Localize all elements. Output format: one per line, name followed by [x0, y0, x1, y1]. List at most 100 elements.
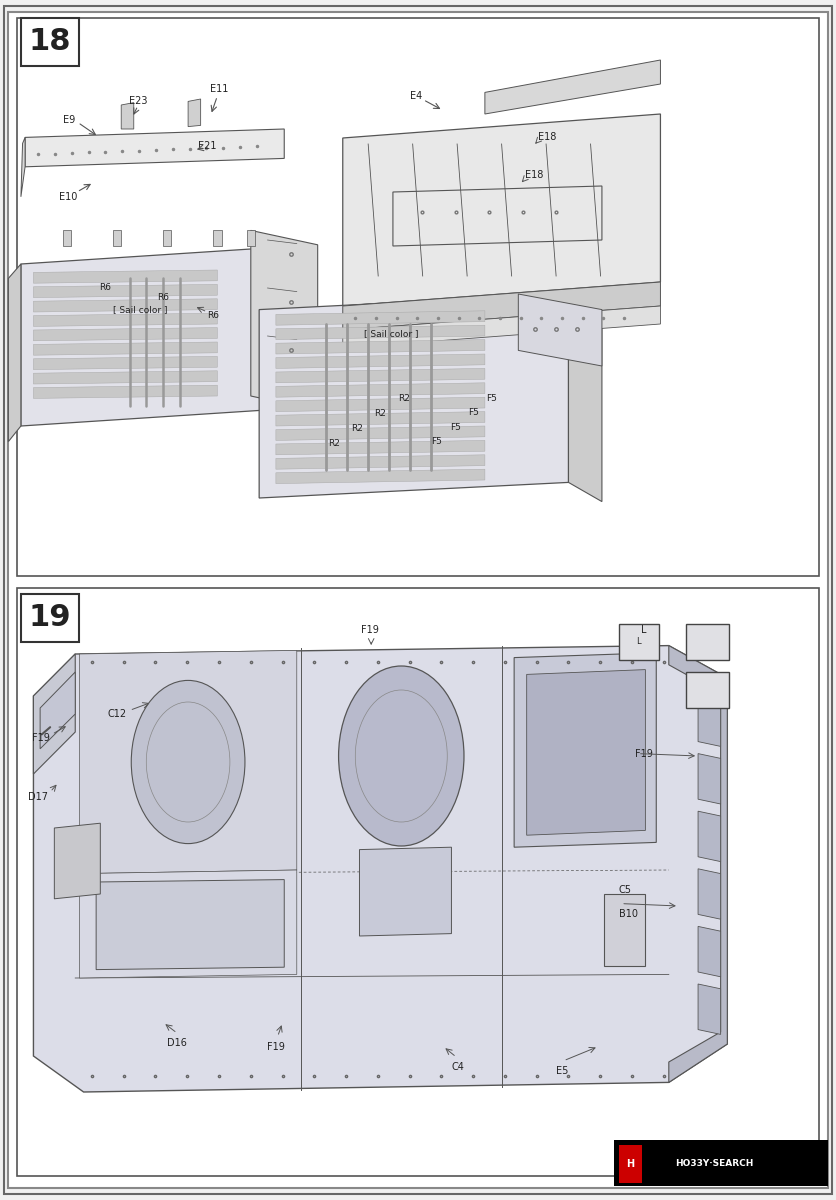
Text: C5: C5 [619, 886, 632, 895]
Text: R2: R2 [398, 394, 410, 403]
Text: R6: R6 [99, 283, 110, 293]
Polygon shape [113, 230, 121, 246]
Text: F5: F5 [487, 394, 497, 403]
FancyBboxPatch shape [614, 1140, 828, 1186]
Polygon shape [343, 114, 660, 306]
FancyBboxPatch shape [604, 894, 645, 966]
Text: F19: F19 [33, 733, 50, 743]
Text: E5: E5 [556, 1066, 568, 1075]
Text: E23: E23 [129, 96, 147, 106]
FancyBboxPatch shape [619, 624, 659, 660]
Text: C4: C4 [451, 1062, 465, 1072]
Text: F19: F19 [635, 749, 653, 758]
Text: [ Sail color ]: [ Sail color ] [113, 305, 167, 314]
Polygon shape [698, 754, 721, 804]
Text: F5: F5 [468, 408, 479, 418]
Text: E18: E18 [525, 170, 543, 180]
Text: 19: 19 [29, 604, 71, 632]
Text: F19: F19 [360, 625, 379, 635]
Polygon shape [343, 282, 660, 330]
FancyBboxPatch shape [17, 588, 819, 1176]
Polygon shape [359, 847, 451, 936]
Text: R2: R2 [375, 409, 386, 419]
Text: 18: 18 [29, 28, 71, 56]
Polygon shape [33, 342, 217, 355]
Polygon shape [698, 926, 721, 977]
Polygon shape [79, 870, 297, 978]
Polygon shape [276, 469, 485, 484]
Polygon shape [276, 455, 485, 469]
Circle shape [339, 666, 464, 846]
FancyBboxPatch shape [21, 594, 79, 642]
Polygon shape [33, 356, 217, 370]
Text: E4: E4 [410, 91, 422, 101]
Polygon shape [393, 186, 602, 246]
FancyBboxPatch shape [17, 18, 819, 576]
Text: F5: F5 [450, 422, 461, 432]
Polygon shape [21, 138, 25, 197]
Text: R2: R2 [351, 424, 363, 433]
Polygon shape [276, 325, 485, 340]
FancyBboxPatch shape [8, 12, 828, 1188]
Text: [ Sail color ]: [ Sail color ] [364, 329, 419, 338]
Polygon shape [276, 383, 485, 397]
Polygon shape [276, 354, 485, 368]
Text: E18: E18 [538, 132, 557, 142]
Text: R6: R6 [157, 293, 169, 302]
Polygon shape [40, 672, 75, 749]
Polygon shape [485, 60, 660, 114]
Polygon shape [96, 880, 284, 970]
Polygon shape [698, 811, 721, 862]
Polygon shape [163, 230, 171, 246]
Polygon shape [568, 294, 602, 502]
Polygon shape [33, 270, 217, 283]
Text: E21: E21 [198, 142, 217, 151]
Polygon shape [79, 650, 297, 874]
Text: C12: C12 [108, 709, 127, 719]
Polygon shape [259, 294, 568, 498]
Polygon shape [698, 696, 721, 746]
Polygon shape [527, 670, 645, 835]
Polygon shape [514, 653, 656, 847]
Polygon shape [33, 313, 217, 326]
Polygon shape [33, 371, 217, 384]
Polygon shape [518, 294, 602, 366]
Text: H: H [626, 1159, 635, 1169]
Text: D17: D17 [28, 792, 48, 802]
Text: L: L [641, 625, 646, 635]
Polygon shape [213, 230, 222, 246]
Polygon shape [33, 646, 727, 1092]
FancyBboxPatch shape [686, 624, 729, 660]
Circle shape [131, 680, 245, 844]
Polygon shape [33, 328, 217, 341]
Text: HO33Y·SEARCH: HO33Y·SEARCH [675, 1159, 754, 1169]
Polygon shape [276, 426, 485, 440]
Polygon shape [33, 385, 217, 398]
FancyBboxPatch shape [686, 672, 729, 708]
Polygon shape [8, 264, 21, 442]
Polygon shape [247, 230, 255, 246]
Text: E10: E10 [59, 192, 78, 202]
Text: B10: B10 [619, 910, 638, 919]
Polygon shape [698, 984, 721, 1034]
Polygon shape [343, 306, 660, 348]
Polygon shape [276, 368, 485, 383]
FancyBboxPatch shape [619, 1145, 642, 1183]
Text: F19: F19 [267, 1042, 285, 1051]
Text: D16: D16 [167, 1038, 187, 1048]
Polygon shape [276, 397, 485, 412]
Polygon shape [33, 654, 75, 774]
Polygon shape [54, 823, 100, 899]
Polygon shape [188, 98, 201, 127]
Text: R2: R2 [328, 439, 339, 449]
Text: L: L [636, 637, 641, 647]
Polygon shape [25, 128, 284, 167]
Text: F5: F5 [431, 437, 442, 446]
Polygon shape [276, 340, 485, 354]
Polygon shape [669, 646, 727, 1082]
Polygon shape [33, 299, 217, 312]
Polygon shape [121, 103, 134, 128]
Polygon shape [276, 412, 485, 426]
Polygon shape [698, 869, 721, 919]
Text: R6: R6 [207, 311, 219, 320]
